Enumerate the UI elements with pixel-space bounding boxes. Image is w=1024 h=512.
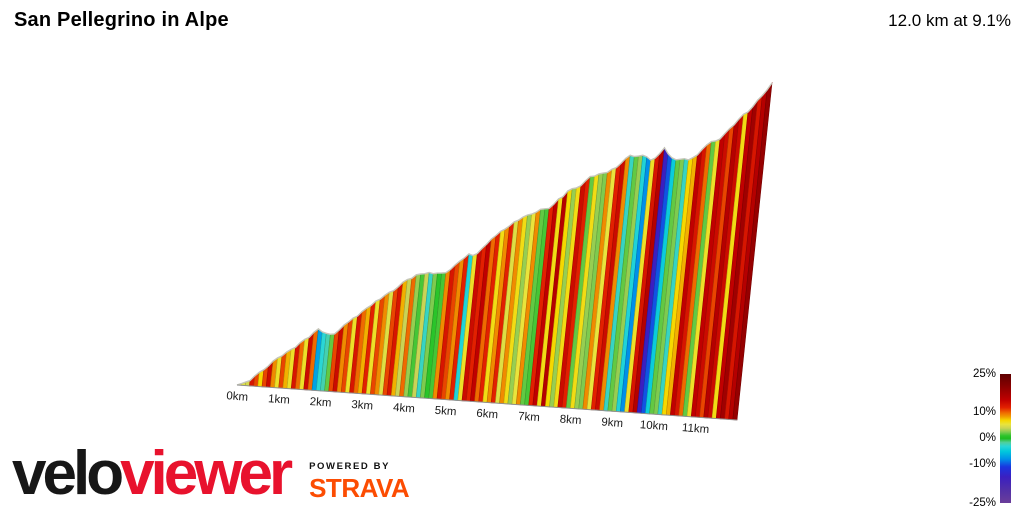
profile-outline [236,82,773,386]
legend-label: 10% [972,406,996,418]
x-axis-label: 1km [268,393,291,407]
veloviewer-logo: veloviewer POWERED BY STRAVA [12,443,410,505]
x-axis-line [236,384,738,421]
strava-wordmark: STRAVA [309,473,410,503]
x-axis-label: 4km [393,402,416,416]
legend-label: -10% [969,458,996,470]
page-title: San Pellegrino in Alpe [14,9,229,31]
x-axis-label: 2km [309,396,332,410]
strava-attribution: POWERED BY STRAVA [309,461,410,503]
x-axis-label: 8km [559,414,582,428]
x-axis-label: 10km [639,419,668,433]
x-axis-label: 7km [518,411,541,425]
x-axis-label: 0km [226,390,249,404]
x-axis-label: 3km [351,399,374,413]
gradient-legend-bar [1000,374,1011,503]
powered-by-label: POWERED BY [309,461,391,472]
legend-label: -25% [969,497,996,509]
legend-label: 25% [972,368,996,380]
x-axis-label: 11km [682,422,710,436]
logo-velo-text: velo [12,439,124,508]
logo-viewer-text: viewer [120,439,293,508]
x-axis-label: 5km [434,405,457,419]
climb-summary: 12.0 km at 9.1% [888,11,1011,30]
brand-wordmark: veloviewer [12,443,293,505]
x-axis-label: 9km [601,416,624,430]
legend-label: 0% [979,432,996,444]
x-axis-label: 6km [476,408,499,422]
